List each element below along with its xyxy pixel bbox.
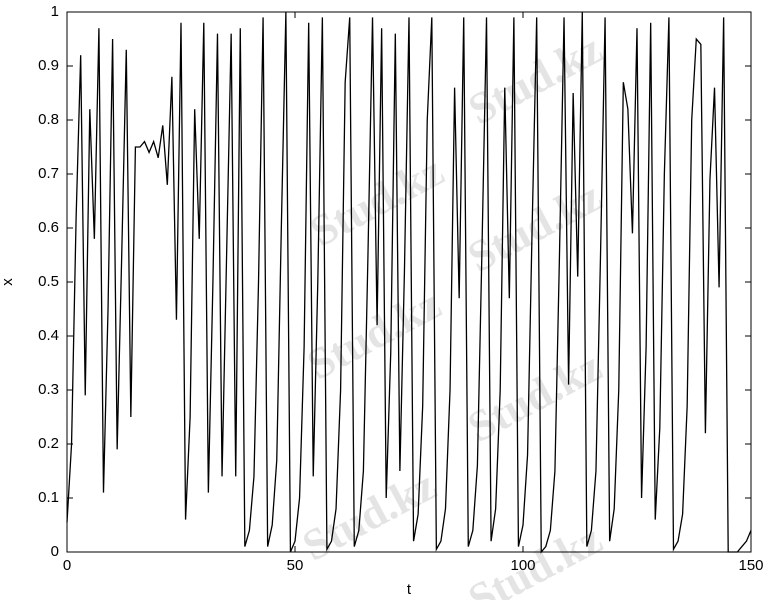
y-tick-label: 0.8 — [38, 111, 59, 128]
y-tick-label: 0 — [51, 543, 59, 560]
y-tick-label: 0.3 — [38, 381, 59, 398]
y-tick-label: 0.5 — [38, 273, 59, 290]
x-tick-label: 50 — [287, 557, 304, 574]
y-tick-label: 0.4 — [38, 327, 59, 344]
data-line — [66, 11, 752, 554]
y-tick-label: 0.7 — [38, 165, 59, 182]
watermark: Stud.kz — [460, 341, 609, 451]
x-tick-label: 150 — [738, 557, 763, 574]
y-axis-label: x — [0, 278, 16, 286]
y-tick-label: 0.1 — [38, 489, 59, 506]
x-tick-label: 0 — [63, 557, 71, 574]
watermark: Stud.kz — [299, 279, 448, 389]
x-tick-label: 100 — [510, 557, 535, 574]
x-axis-label: t — [407, 581, 412, 598]
y-tick-label: 0.9 — [38, 57, 59, 74]
y-tick-label: 0.6 — [38, 219, 59, 236]
y-tick-label: 1 — [51, 3, 59, 20]
watermark: Stud.kz — [295, 460, 444, 570]
y-tick-label: 0.2 — [38, 435, 59, 452]
